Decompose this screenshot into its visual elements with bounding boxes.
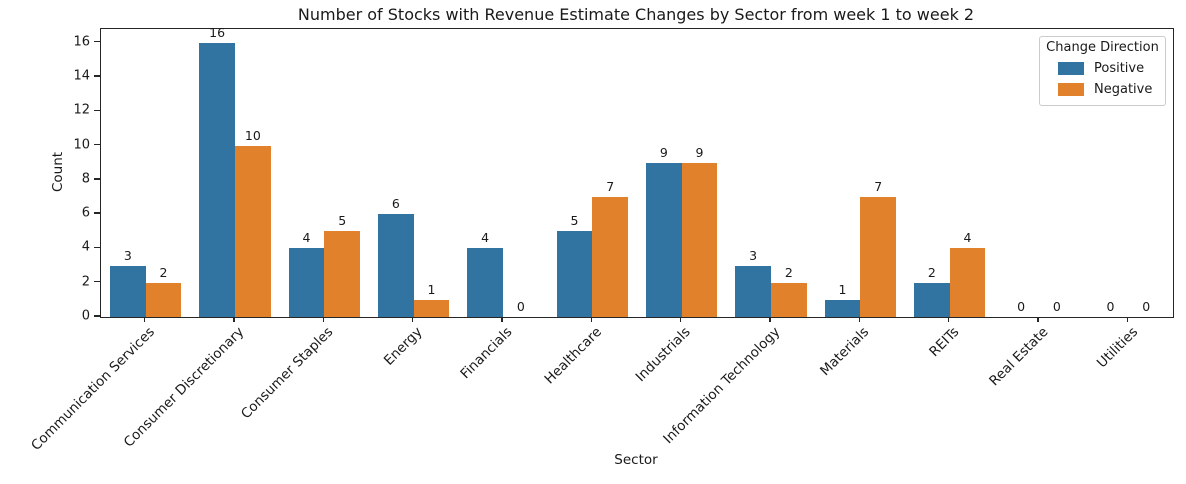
bar-negative: [681, 162, 718, 317]
bar-positive: [735, 265, 771, 317]
y-tick-mark: [94, 246, 100, 249]
legend-title: Change Direction: [1046, 40, 1159, 55]
legend: Change Direction Positive Negative: [1039, 36, 1166, 106]
bar-value-label: 9: [659, 144, 668, 160]
bar-positive: [913, 282, 950, 317]
bar-value-label: 1: [838, 281, 847, 297]
y-tick-mark: [94, 143, 100, 146]
bar-negative: [860, 197, 897, 317]
negative-swatch-icon: [1058, 83, 1084, 96]
y-tick-label: 10: [73, 137, 90, 153]
bar-value-label: 7: [874, 179, 883, 194]
chart-title: Number of Stocks with Revenue Estimate C…: [297, 5, 975, 24]
plot-area: 3 2 16 10 4 5 6 1 4 0 5 7 9 9 3 2 1 7 2 4 0 0 0 0: [100, 24, 1174, 318]
bar-value-label: 4: [302, 230, 311, 246]
legend-entry-positive: Positive: [1046, 58, 1159, 79]
bar-negative: [145, 282, 182, 317]
bar-positive: [288, 248, 325, 317]
bar-negative: [771, 282, 807, 317]
bar-value-label: 0: [1142, 299, 1151, 314]
x-tick-mark: [680, 317, 682, 322]
bar-negative: [324, 231, 361, 317]
x-tick-mark: [1037, 317, 1039, 322]
bar-value-label: 0: [1052, 299, 1061, 314]
bar-positive: [556, 231, 593, 317]
bar-value-label: 6: [391, 196, 400, 212]
bar-value-label: 0: [1017, 299, 1026, 314]
bar-negative: [592, 197, 629, 317]
y-tick-label: 14: [73, 68, 90, 84]
x-tick-mark: [769, 317, 771, 322]
bar-negative: [235, 145, 271, 317]
y-tick-mark: [94, 109, 100, 111]
bar-value-label: 0: [1106, 299, 1115, 314]
y-tick-mark: [94, 41, 100, 43]
bar-value-label: 9: [695, 144, 704, 160]
bar-value-label: 10: [244, 127, 261, 143]
bar-value-label: 5: [570, 213, 579, 229]
category-label: Materials: [817, 324, 873, 380]
y-tick-label: 6: [81, 205, 90, 221]
positive-swatch-icon: [1058, 62, 1084, 75]
x-tick-mark: [948, 317, 950, 322]
bar-value-label: 7: [606, 179, 615, 194]
bar-value-label: 2: [784, 264, 793, 280]
legend-label: Negative: [1094, 82, 1153, 97]
bar-positive: [377, 214, 414, 317]
category-label: Energy: [381, 324, 426, 369]
bar-positive: [467, 248, 503, 317]
y-tick-mark: [94, 75, 100, 77]
category-label: Industrials: [632, 324, 694, 386]
bar-value-label: 1: [427, 281, 436, 297]
legend-label: Positive: [1094, 61, 1145, 76]
x-tick-mark: [501, 317, 503, 322]
bar-positive: [645, 162, 682, 317]
x-tick-mark: [858, 317, 860, 322]
x-tick-mark: [144, 317, 146, 322]
category-label: Healthcare: [541, 324, 605, 388]
bar-value-label: 3: [749, 247, 758, 263]
y-tick-label: 2: [81, 274, 90, 290]
x-tick-mark: [590, 317, 592, 322]
bar-value-label: 3: [123, 247, 132, 263]
x-tick-mark: [233, 317, 235, 322]
category-label: Consumer Staples: [238, 324, 337, 423]
y-tick-label: 0: [81, 308, 90, 324]
bar-positive: [199, 42, 235, 317]
x-tick-mark: [412, 317, 414, 322]
x-axis-title: Sector: [614, 452, 658, 468]
bar-value-label: 2: [927, 264, 936, 280]
category-label: Real Estate: [986, 324, 1052, 390]
bar-value-label: 2: [159, 264, 168, 280]
x-tick-mark: [1126, 317, 1128, 322]
bar-value-label: 0: [516, 299, 525, 314]
bar-positive: [824, 299, 861, 317]
y-tick-mark: [94, 315, 100, 317]
y-tick-label: 12: [73, 102, 90, 118]
y-tick-mark: [94, 178, 100, 180]
bar-value-label: 16: [209, 24, 226, 40]
category-label: Utilities: [1093, 324, 1141, 372]
legend-entry-negative: Negative: [1046, 79, 1159, 100]
bar-positive: [109, 265, 146, 317]
y-tick-mark: [94, 281, 100, 283]
y-tick-label: 16: [73, 34, 90, 50]
y-tick-label: 4: [81, 239, 90, 255]
bar-negative: [413, 299, 450, 317]
bar-negative: [949, 248, 986, 317]
bar-value-label: 5: [338, 213, 347, 229]
category-label: REITs: [925, 324, 962, 361]
bar-value-label: 4: [963, 230, 972, 246]
bar-value-label: 4: [481, 230, 490, 246]
x-tick-mark: [322, 317, 324, 322]
category-label: Financials: [457, 324, 516, 383]
y-tick-mark: [94, 212, 100, 214]
y-tick-label: 8: [81, 171, 90, 187]
